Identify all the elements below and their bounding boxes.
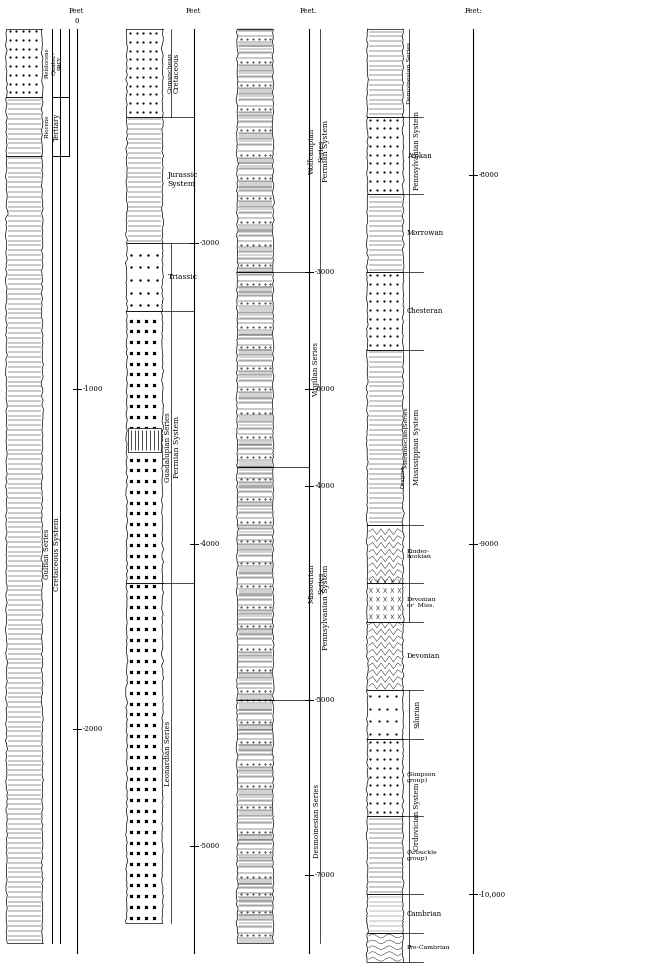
- Text: -3000: -3000: [315, 268, 335, 276]
- Text: Desmoinesian Series: Desmoinesian Series: [313, 784, 320, 858]
- Text: Ordovician System: Ordovician System: [413, 782, 421, 850]
- Text: Jurassic
System: Jurassic System: [168, 171, 198, 189]
- Text: -10,000: -10,000: [479, 890, 506, 898]
- Text: Pliocene: Pliocene: [45, 115, 50, 138]
- Text: (Simpson
group): (Simpson group): [407, 772, 437, 783]
- Text: Quater-
nary: Quater- nary: [51, 52, 62, 75]
- Text: Meramecian Series: Meramecian Series: [404, 407, 410, 468]
- Text: Atokan: Atokan: [407, 152, 432, 159]
- Text: -2000: -2000: [83, 725, 103, 733]
- Text: Leonardian Series: Leonardian Series: [164, 720, 172, 786]
- Text: Feet: Feet: [69, 7, 84, 15]
- Text: Osagian: Osagian: [400, 465, 406, 488]
- Text: Chesteran: Chesteran: [407, 307, 443, 315]
- Text: -4000: -4000: [315, 482, 335, 490]
- Text: Permian System: Permian System: [322, 120, 330, 182]
- Text: -5000: -5000: [200, 842, 220, 850]
- Text: Demoinesian Series: Demoinesian Series: [407, 42, 412, 104]
- Text: Guadalupian Series: Guadalupian Series: [164, 412, 172, 482]
- Text: Devonian
or  Miss.: Devonian or Miss.: [407, 597, 436, 608]
- Text: -1000: -1000: [83, 385, 103, 393]
- Text: Cretaceous System: Cretaceous System: [53, 517, 60, 591]
- Text: -8000: -8000: [479, 171, 499, 179]
- Text: Silurian: Silurian: [413, 701, 421, 728]
- Text: Feet:: Feet:: [464, 7, 482, 15]
- Text: Missourian
Series: Missourian Series: [308, 564, 325, 603]
- Text: -4000: -4000: [200, 540, 220, 548]
- Text: Pennsylvanian System: Pennsylvanian System: [322, 565, 330, 650]
- Text: Mississippian System: Mississippian System: [413, 409, 421, 485]
- Text: Devonian: Devonian: [407, 652, 440, 660]
- Text: Morrowan: Morrowan: [407, 229, 444, 237]
- Text: -9000: -9000: [479, 540, 499, 548]
- Text: Gulfian Series: Gulfian Series: [44, 529, 51, 579]
- Text: Tertiary: Tertiary: [53, 112, 60, 141]
- Text: Cambrian: Cambrian: [407, 910, 442, 918]
- Text: Pleistocene: Pleistocene: [45, 48, 50, 79]
- Text: Permian System: Permian System: [173, 416, 181, 478]
- Text: Comanchean: Comanchean: [168, 52, 173, 93]
- Text: -5000: -5000: [315, 696, 335, 704]
- Text: -6000: -6000: [315, 385, 335, 393]
- Text: 0: 0: [75, 17, 79, 25]
- Text: -7000: -7000: [315, 871, 335, 879]
- Text: Pre-Cambrian: Pre-Cambrian: [407, 945, 450, 951]
- Text: Feet.: Feet.: [300, 7, 318, 15]
- Text: Triassic: Triassic: [168, 273, 198, 281]
- Text: Pennsylvanian System: Pennsylvanian System: [413, 111, 421, 191]
- Text: Virgilian Series: Virgilian Series: [313, 342, 320, 397]
- Text: Wolfcampian
Series: Wolfcampian Series: [308, 127, 325, 174]
- Text: Kinder-
hookian: Kinder- hookian: [407, 548, 432, 560]
- Text: -3000: -3000: [200, 239, 220, 247]
- Text: Cretaceous: Cretaceous: [173, 52, 181, 93]
- Bar: [128, 428, 161, 452]
- Text: Feet: Feet: [186, 7, 202, 15]
- Text: (Arbuckle
group): (Arbuckle group): [407, 850, 437, 861]
